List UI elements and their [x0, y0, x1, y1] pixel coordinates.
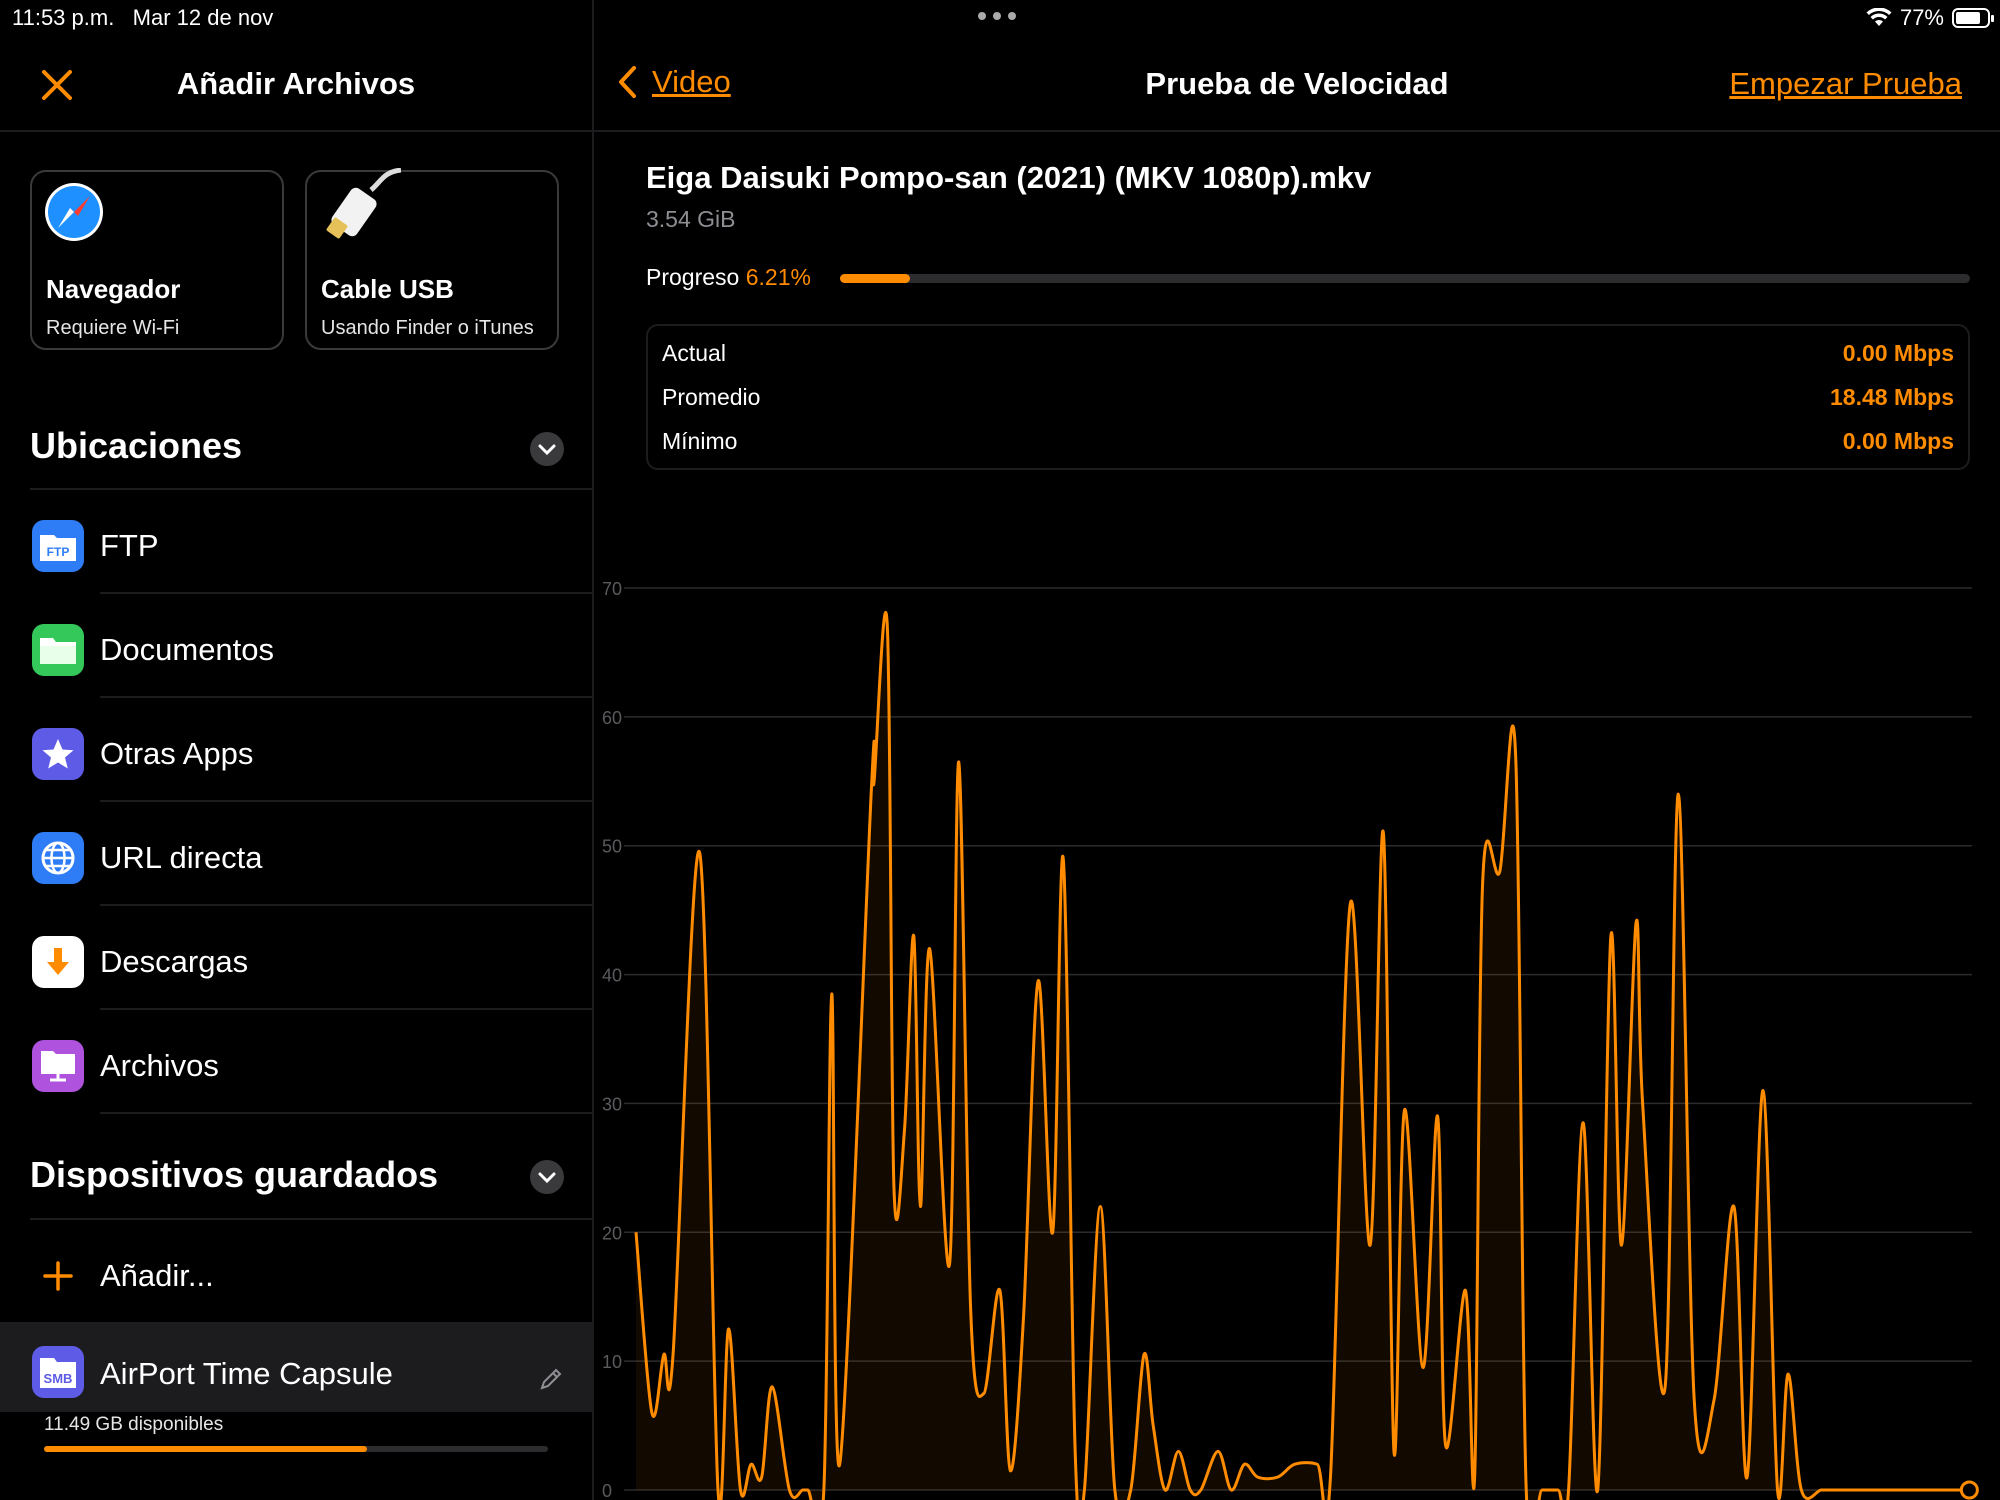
- locations-collapse-button[interactable]: [530, 432, 564, 466]
- current-point-marker: [1959, 1480, 1979, 1500]
- x-tick-label: 100: [1944, 1498, 1974, 1500]
- status-time: 11:53 p.m. Mar 12 de nov: [12, 5, 274, 30]
- x-tick-label: 20: [891, 1498, 911, 1500]
- split-divider[interactable]: [592, 0, 594, 1500]
- usb-cable-icon: [326, 168, 401, 239]
- svg-text:FTP: FTP: [47, 545, 70, 559]
- plus-icon: [43, 1261, 73, 1291]
- stat-value: 0.00 Mbps: [1842, 428, 1954, 454]
- download-icon: [32, 936, 84, 988]
- location-documentos[interactable]: Documentos: [0, 594, 592, 696]
- folder-icon: [32, 624, 84, 676]
- stat-label: Actual: [662, 340, 726, 366]
- sidebar-header: Añadir Archivos: [0, 36, 592, 132]
- file-name: Eiga Daisuki Pompo-san (2021) (MKV 1080p…: [646, 160, 1372, 195]
- progress-label: Progreso 6.21%: [646, 264, 811, 290]
- wifi-icon: [1866, 8, 1892, 26]
- saved-device-airport[interactable]: SMB AirPort Time Capsule: [0, 1322, 592, 1412]
- close-icon[interactable]: [38, 66, 76, 104]
- speed-chart: 0 10 20 30 40 50 60 70 20 40 60 80 100: [602, 579, 1979, 1500]
- locations-title: Ubicaciones: [30, 425, 243, 466]
- svg-text:SMB: SMB: [44, 1371, 73, 1386]
- battery-percent: 77%: [1899, 5, 1944, 30]
- progress-bar: [840, 274, 1970, 283]
- status-bar: 11:53 p.m. Mar 12 de nov 77%: [0, 0, 2000, 36]
- saved-devices-title: Dispositivos guardados: [30, 1154, 439, 1195]
- location-ftp[interactable]: FTP FTP: [0, 490, 592, 592]
- edit-pencil-icon[interactable]: [538, 1366, 564, 1392]
- progress-percent: 6.21%: [745, 264, 811, 290]
- back-button[interactable]: Video: [616, 64, 731, 100]
- stats-box: Actual 0.00 Mbps Promedio 18.48 Mbps Mín…: [646, 324, 1970, 470]
- stat-label: Promedio: [662, 384, 761, 410]
- browser-card-title: Navegador: [46, 274, 181, 304]
- stat-label: Mínimo: [662, 428, 738, 454]
- back-label: Video: [652, 64, 731, 99]
- x-tick-label: 80: [1684, 1498, 1704, 1500]
- location-url-directa[interactable]: URL directa: [0, 802, 592, 904]
- sidebar: Añadir Archivos Navegador Requiere Wi-Fi…: [0, 36, 592, 1500]
- chevron-down-icon: [538, 444, 556, 456]
- usb-card-title: Cable USB: [321, 274, 454, 304]
- device-available-space: 11.49 GB disponibles: [44, 1414, 224, 1435]
- location-label: Documentos: [100, 632, 275, 667]
- x-tick-label: 60: [1420, 1498, 1440, 1500]
- globe-icon: [32, 832, 84, 884]
- location-label: Otras Apps: [100, 736, 254, 771]
- location-descargas[interactable]: Descargas: [0, 906, 592, 1008]
- add-device-button[interactable]: Añadir...: [0, 1220, 592, 1322]
- star-icon: [32, 728, 84, 780]
- usb-card[interactable]: Cable USB Usando Finder o iTunes: [305, 168, 559, 350]
- browser-card[interactable]: Navegador Requiere Wi-Fi: [30, 170, 284, 350]
- start-test-button[interactable]: Empezar Prueba: [1729, 66, 1962, 101]
- saved-devices-collapse-button[interactable]: [530, 1160, 564, 1194]
- location-label: URL directa: [100, 840, 263, 875]
- add-device-label: Añadir...: [100, 1258, 214, 1293]
- y-tick-label: 20: [602, 1223, 622, 1243]
- stat-value: 0.00 Mbps: [1842, 340, 1954, 366]
- ftp-icon: FTP: [32, 520, 84, 572]
- y-tick-label: 60: [602, 708, 622, 728]
- files-icon: [32, 1040, 84, 1092]
- speed-test-panel: Video Prueba de Velocidad Empezar Prueba…: [594, 36, 2000, 1500]
- file-size: 3.54 GiB: [646, 206, 736, 232]
- device-storage-bar: [44, 1446, 548, 1452]
- series-line: [634, 611, 1970, 1500]
- chevron-left-icon: [619, 66, 636, 98]
- y-tick-label: 40: [602, 966, 622, 986]
- chevron-down-icon: [538, 1172, 556, 1184]
- smb-icon: SMB: [32, 1346, 84, 1398]
- page-title: Prueba de Velocidad: [1145, 66, 1449, 101]
- compass-icon: [45, 183, 103, 241]
- location-label: FTP: [100, 528, 159, 563]
- location-otras-apps[interactable]: Otras Apps: [0, 698, 592, 800]
- y-tick-label: 0: [602, 1481, 612, 1500]
- browser-card-subtitle: Requiere Wi-Fi: [46, 317, 180, 339]
- y-tick-label: 30: [602, 1094, 622, 1114]
- location-archivos[interactable]: Archivos: [0, 1010, 592, 1112]
- usb-card-subtitle: Usando Finder o iTunes: [321, 317, 534, 339]
- stat-value: 18.48 Mbps: [1830, 384, 1954, 410]
- x-tick-label: 40: [1155, 1498, 1175, 1500]
- location-label: Archivos: [100, 1048, 219, 1083]
- sidebar-title: Añadir Archivos: [176, 66, 416, 101]
- speed-test-header: Video Prueba de Velocidad Empezar Prueba: [594, 36, 2000, 132]
- status-right: 77%: [1866, 5, 1994, 31]
- y-tick-label: 70: [602, 579, 622, 599]
- y-tick-label: 10: [602, 1352, 622, 1372]
- location-label: Descargas: [100, 944, 249, 979]
- y-tick-label: 50: [602, 837, 622, 857]
- device-name: AirPort Time Capsule: [100, 1356, 393, 1391]
- battery-icon: [1952, 8, 1994, 28]
- multitasking-dots[interactable]: [978, 12, 1016, 20]
